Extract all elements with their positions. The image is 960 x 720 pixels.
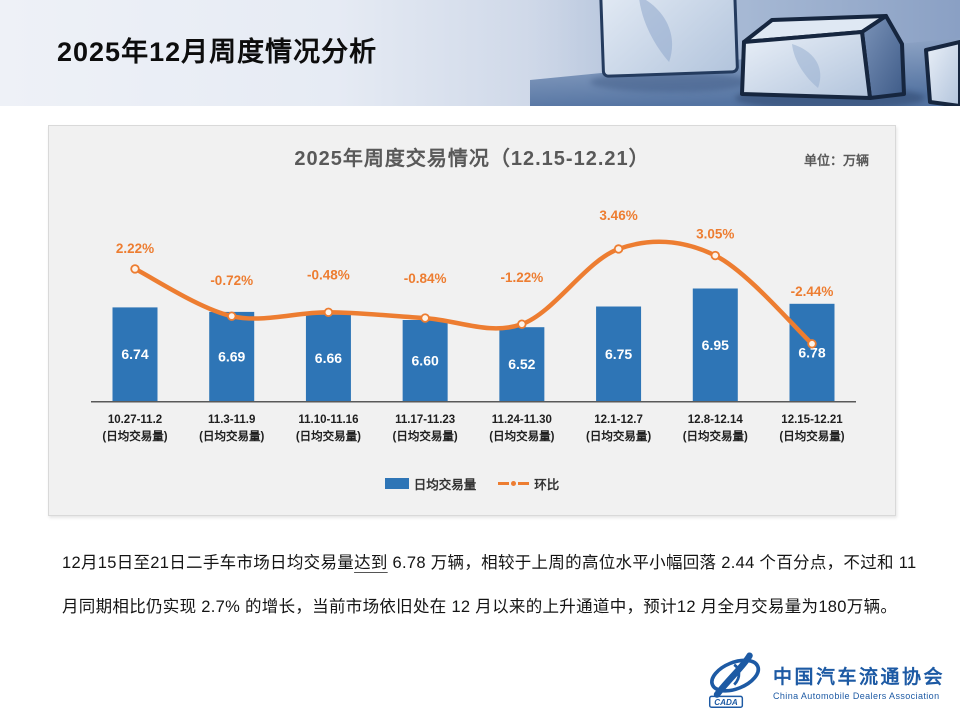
svg-text:6.74: 6.74 [121,346,148,362]
svg-text:(日均交易量): (日均交易量) [489,429,554,443]
svg-text:CADA: CADA [714,698,738,707]
chart-legend: 日均交易量 环比 [49,474,895,493]
svg-text:(日均交易量): (日均交易量) [199,429,264,443]
svg-text:-0.84%: -0.84% [404,271,447,286]
svg-text:6.78: 6.78 [798,344,825,360]
org-name-cn: 中国汽车流通协会 [772,666,945,688]
svg-text:11.3-11.9: 11.3-11.9 [208,414,255,426]
legend-item-line: 环比 [498,474,559,493]
svg-text:11.17-11.23: 11.17-11.23 [395,414,455,426]
svg-text:10.27-11.2: 10.27-11.2 [108,414,162,426]
svg-text:-0.48%: -0.48% [307,267,350,282]
bar-swatch-icon [384,478,409,489]
svg-text:-1.22%: -1.22% [500,270,543,285]
svg-text:(日均交易量): (日均交易量) [586,429,651,443]
svg-text:2.22%: 2.22% [116,241,154,256]
cada-logo-icon: CADA [708,652,761,709]
line-swatch-icon [498,481,530,486]
org-name-en: China Automobile Dealers Association [772,690,940,701]
svg-text:12.15-12.21: 12.15-12.21 [781,414,843,426]
svg-text:6.60: 6.60 [412,353,439,369]
svg-text:(日均交易量): (日均交易量) [393,429,458,443]
legend-line-label: 环比 [534,478,560,492]
svg-text:3.05%: 3.05% [696,227,734,242]
svg-text:(日均交易量): (日均交易量) [683,429,748,443]
chart-unit-label: 单位：万辆 [803,153,869,168]
svg-text:12.1-12.7: 12.1-12.7 [594,414,643,426]
summary-paragraph: 12月15日至21日二手车市场日均交易量达到 6.78 万辆，相较于上周的高位水… [62,541,922,629]
svg-text:11.24-11.30: 11.24-11.30 [492,414,552,426]
svg-text:3.46%: 3.46% [599,208,637,223]
combo-chart-svg: 6.74 6.69 6.66 6.60 6.52 6.75 6.95 6.78 10.27-11… [91,208,856,443]
svg-text:11.10-11.16: 11.10-11.16 [298,414,358,426]
summary-line-1: 12月15日至21日二手车市场日均交易量达到 6.78 万辆，相较于上周的高位水… [62,554,917,572]
chart-panel: 6.74 6.69 6.66 6.60 6.52 6.75 6.95 6.78 10.27-11… [48,125,896,516]
legend-item-bar: 日均交易量 [384,474,477,493]
svg-text:12.8-12.14: 12.8-12.14 [688,414,744,426]
svg-text:6.52: 6.52 [508,356,535,372]
svg-text:(日均交易量): (日均交易量) [102,429,167,443]
svg-text:6.75: 6.75 [605,346,632,362]
svg-text:6.95: 6.95 [702,337,729,353]
cubes-illustration [530,0,960,106]
svg-text:(日均交易量): (日均交易量) [296,429,361,443]
summary-line-2: 月同期相比仍实现 2.7% 的增长，当前市场依旧处在 12 月以来的上升通道中，… [62,598,898,616]
svg-text:(日均交易量): (日均交易量) [779,429,844,443]
legend-bar-label: 日均交易量 [413,478,477,492]
page-title: 2025年12月周度情况分析 [57,37,378,67]
svg-text:6.66: 6.66 [315,350,342,366]
chart-title: 2025年周度交易情况（12.15-12.21） [294,148,650,170]
svg-text:6.69: 6.69 [218,348,245,364]
svg-text:-2.44%: -2.44% [791,284,834,299]
header-banner: 2025年12月周度情况分析 [0,0,960,106]
svg-text:-0.72%: -0.72% [210,273,253,288]
org-logo: CADA 中国汽车流通协会 China Automobile Dealers A… [707,652,945,710]
